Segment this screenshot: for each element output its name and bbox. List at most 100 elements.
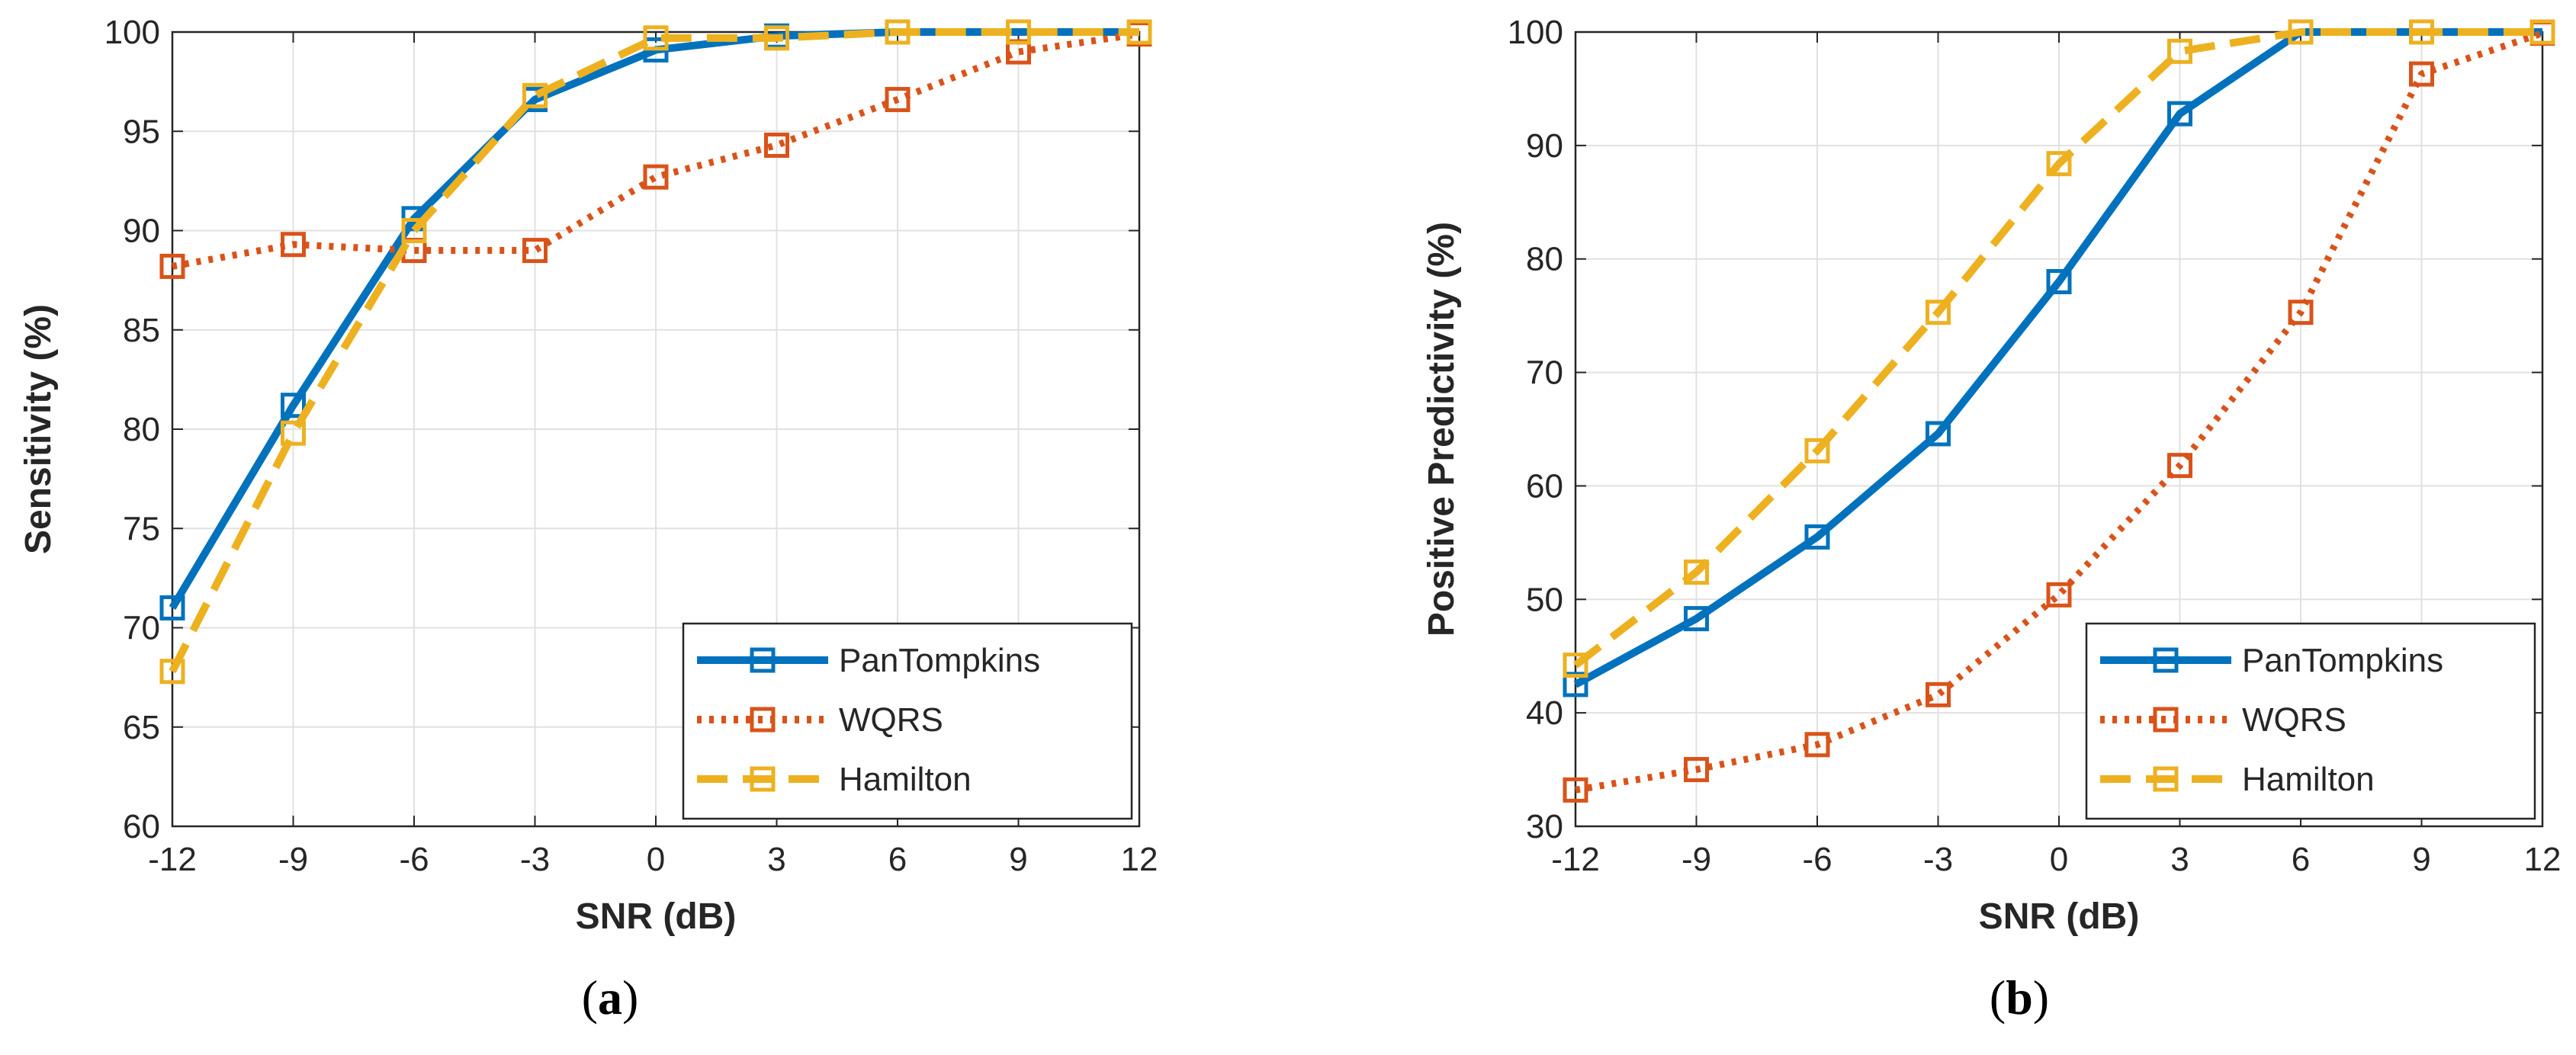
y-tick-label: 100 <box>104 14 160 51</box>
legend-swatch-marker <box>750 707 776 733</box>
panel-caption: (a) <box>582 970 639 1025</box>
x-tick-label: -6 <box>1802 841 1832 878</box>
legend-entry-label: PanTompkins <box>839 642 1040 679</box>
y-tick-label: 80 <box>1526 241 1563 278</box>
data-point <box>2167 38 2192 64</box>
data-point <box>2167 101 2192 127</box>
series-line <box>172 30 1140 270</box>
data-point <box>1563 653 1588 678</box>
legend: PanTompkins WQRS Hamilton <box>682 622 1133 820</box>
legend-entry-label: Hamilton <box>839 761 972 798</box>
legend-entry-label: PanTompkins <box>2242 642 2443 679</box>
series-hamilton <box>159 19 1152 685</box>
data-point <box>522 82 548 108</box>
legend-entry-label: WQRS <box>839 701 943 739</box>
x-tick-label: -12 <box>1551 841 1600 878</box>
data-point <box>1126 19 1152 45</box>
data-point <box>159 595 185 620</box>
x-tick-label: -3 <box>520 841 550 878</box>
x-axis-label: SNR (dB) <box>1979 896 2140 937</box>
axes-box <box>171 30 1141 828</box>
data-point <box>1926 300 1951 325</box>
caption-open-paren: ( <box>582 970 598 1025</box>
caption-close-paren: ) <box>2033 970 2049 1025</box>
x-tick-label: 9 <box>1009 841 1027 878</box>
x-tick-label: 12 <box>1121 841 1158 878</box>
data-point <box>1563 672 1588 697</box>
x-tick-label: 6 <box>2292 841 2310 878</box>
data-point <box>281 232 306 258</box>
y-tick-label: 95 <box>123 113 160 150</box>
y-tick-label: 60 <box>123 808 160 845</box>
data-point <box>2288 19 2314 45</box>
x-tick-label: -9 <box>1681 841 1711 878</box>
data-point <box>2409 61 2434 87</box>
data-point <box>1804 438 1830 463</box>
data-point <box>159 253 185 279</box>
x-tick-label: 3 <box>767 841 785 878</box>
y-tick-label: 30 <box>1526 808 1563 845</box>
x-tick-label: -3 <box>1923 841 1953 878</box>
data-point <box>1804 524 1830 550</box>
y-tick-label: 90 <box>1526 127 1563 165</box>
y-tick-label: 40 <box>1526 694 1563 732</box>
data-point <box>764 25 789 51</box>
y-tick-label: 60 <box>1526 467 1563 505</box>
y-tick-label: 65 <box>123 709 160 746</box>
axes-box <box>1574 30 2544 828</box>
series-line <box>169 28 1139 674</box>
data-point <box>885 87 911 113</box>
series-hamilton <box>1563 19 2555 678</box>
x-tick-label: -6 <box>399 841 429 878</box>
data-point <box>1926 681 1951 707</box>
x-tick-label: 0 <box>647 841 665 878</box>
x-tick-label: -12 <box>148 841 197 878</box>
y-axis-label: Sensitivity (%) <box>18 304 59 554</box>
data-point <box>1926 421 1951 447</box>
y-tick-label: 90 <box>123 213 160 250</box>
data-point <box>1804 732 1830 758</box>
y-tick-label: 85 <box>123 312 160 349</box>
data-point <box>1684 606 1709 632</box>
x-tick-label: 12 <box>2524 841 2562 878</box>
data-point <box>643 25 669 51</box>
chart-panel-a: -12 -9 -6 -3 0 3 6 9 12 60 65 70 75 80 85 90 95 100 SNR (d… <box>18 14 1158 1025</box>
data-point <box>1006 19 1031 45</box>
x-tick-label: 9 <box>2412 841 2430 878</box>
data-point <box>643 164 669 190</box>
y-tick-label: 50 <box>1526 581 1563 618</box>
data-point <box>2409 19 2434 45</box>
panel-caption: (b) <box>1990 970 2049 1025</box>
legend-entry-label: Hamilton <box>2242 761 2375 798</box>
data-point <box>2167 453 2192 479</box>
series-line <box>1572 28 2542 669</box>
data-point <box>2529 19 2555 45</box>
y-tick-label: 70 <box>1526 354 1563 392</box>
y-tick-label: 100 <box>1508 14 1563 51</box>
y-axis-label: Positive Predictivity (%) <box>1421 222 1462 637</box>
y-tick-label: 80 <box>123 411 160 448</box>
data-point <box>2046 582 2072 608</box>
data-point <box>159 659 185 685</box>
legend-swatch-marker <box>750 647 776 673</box>
y-tick-label: 70 <box>123 610 160 647</box>
data-point <box>764 132 789 158</box>
legend-entry-label: WQRS <box>2242 701 2346 739</box>
data-point <box>522 238 548 264</box>
y-tick-label: 75 <box>123 510 160 547</box>
data-point <box>401 218 427 243</box>
caption-open-paren: ( <box>1990 970 2006 1025</box>
legend-swatch-marker <box>750 766 776 792</box>
legend-swatch-marker <box>2153 766 2179 792</box>
data-point <box>1684 560 1709 585</box>
legend-swatch-marker <box>2153 707 2179 733</box>
x-tick-label: 3 <box>2170 841 2189 878</box>
x-tick-label: 0 <box>2050 841 2068 878</box>
data-point <box>2046 268 2072 294</box>
legend-swatch-marker <box>2153 647 2179 673</box>
data-point <box>1563 777 1588 803</box>
x-tick-label: 6 <box>888 841 907 878</box>
data-point <box>2046 151 2072 177</box>
data-point <box>2288 300 2314 325</box>
x-axis-label: SNR (dB) <box>576 896 737 937</box>
